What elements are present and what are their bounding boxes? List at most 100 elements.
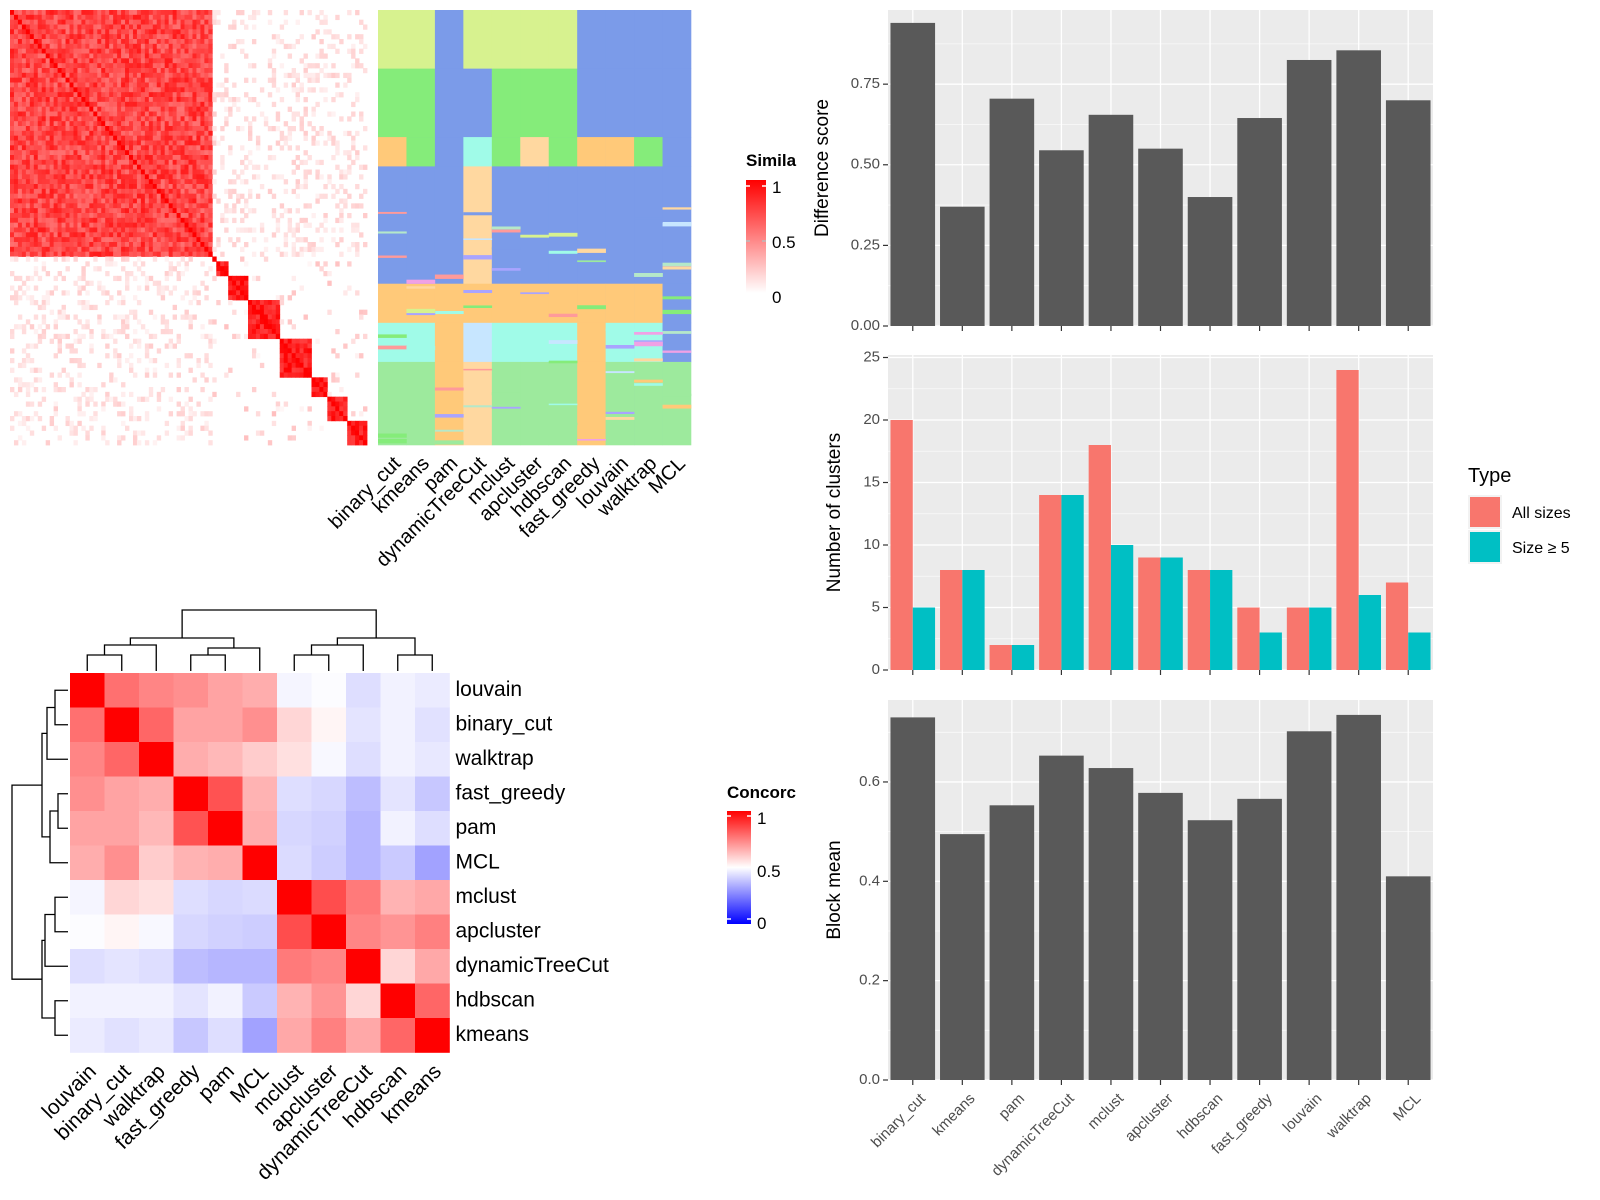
similarity-cell — [164, 275, 170, 282]
similarity-cell — [61, 251, 66, 257]
similarity-cell — [21, 382, 27, 388]
partition-stripe — [577, 438, 606, 441]
similarity-cell — [224, 188, 229, 195]
similarity-cell — [363, 309, 368, 315]
similarity-cell — [109, 58, 114, 64]
similarity-cell — [164, 188, 170, 195]
similarity-cell — [33, 68, 39, 74]
similarity-cell — [97, 87, 102, 93]
similarity-cell — [81, 106, 86, 112]
similarity-cell — [29, 10, 35, 16]
similarity-cell — [192, 63, 197, 69]
similarity-cell — [101, 150, 106, 156]
similarity-cell — [168, 242, 174, 248]
similarity-cell — [335, 396, 340, 402]
similarity-cell — [113, 116, 118, 122]
similarity-cell — [117, 188, 122, 195]
similarity-cell — [45, 39, 51, 45]
similarity-cell — [45, 111, 51, 117]
partition-cell — [434, 361, 464, 446]
similarity-cell — [228, 237, 233, 243]
similarity-cell — [172, 97, 177, 103]
similarity-cell — [41, 43, 47, 50]
concordance-cell — [208, 880, 243, 915]
similarity-cell — [101, 92, 106, 98]
similarity-cell — [140, 130, 146, 137]
similarity-cell — [45, 130, 51, 137]
similarity-cell — [303, 348, 308, 354]
similarity-cell — [204, 77, 209, 83]
similarity-cell — [251, 227, 257, 233]
similarity-cell — [192, 140, 197, 146]
similarity-cell — [331, 72, 336, 79]
similarity-cell — [311, 242, 316, 248]
similarity-cell — [208, 319, 213, 325]
similarity-cell — [291, 362, 296, 369]
similarity-cell — [45, 227, 51, 233]
similarity-cell — [10, 43, 15, 50]
similarity-cell — [331, 377, 336, 383]
similarity-cell — [271, 174, 277, 180]
similarity-cell — [355, 184, 360, 190]
similarity-cell — [10, 367, 15, 373]
similarity-cell — [57, 92, 62, 98]
similarity-cell — [204, 39, 209, 45]
similarity-cell — [339, 387, 344, 393]
similarity-cell — [49, 72, 55, 79]
similarity-cell — [89, 343, 94, 349]
similarity-cell — [49, 188, 55, 195]
similarity-cell — [244, 227, 249, 233]
similarity-cell — [283, 208, 289, 214]
similarity-cell — [255, 411, 261, 417]
similarity-cell — [53, 121, 58, 127]
similarity-cell — [335, 416, 340, 422]
similarity-cell — [13, 411, 19, 417]
similarity-cell — [125, 155, 130, 161]
similarity-cell — [121, 184, 126, 190]
bar — [940, 206, 985, 326]
similarity-cell — [363, 440, 368, 446]
similarity-cell — [49, 111, 55, 117]
similarity-cell — [148, 53, 154, 59]
similarity-cell — [343, 188, 348, 195]
similarity-cell — [136, 19, 142, 25]
similarity-cell — [176, 82, 181, 88]
similarity-cell — [351, 227, 356, 233]
similarity-cell — [136, 97, 142, 103]
similarity-cell — [37, 416, 43, 422]
similarity-cell — [244, 164, 249, 170]
similarity-cell — [140, 135, 146, 141]
similarity-cell — [299, 348, 304, 354]
similarity-cell — [41, 295, 47, 301]
similarity-cell — [61, 217, 66, 224]
similarity-cell — [251, 300, 257, 306]
similarity-cell — [152, 72, 158, 79]
similarity-cell — [97, 106, 102, 112]
similarity-cell — [101, 193, 106, 199]
similarity-cell — [81, 362, 86, 369]
similarity-cell — [53, 222, 58, 228]
similarity-cell — [73, 24, 78, 30]
similarity-cell — [117, 39, 122, 45]
similarity-cell — [251, 353, 257, 359]
similarity-cell — [220, 251, 225, 257]
similarity-cell — [41, 217, 47, 224]
similarity-cell — [113, 377, 118, 383]
similarity-cell — [176, 68, 181, 74]
similarity-cell — [212, 391, 217, 398]
similarity-cell — [299, 159, 304, 166]
similarity-cell — [140, 101, 146, 108]
similarity-cell — [180, 246, 185, 253]
similarity-cell — [307, 358, 312, 364]
similarity-cell — [363, 188, 368, 195]
similarity-cell — [105, 300, 110, 306]
similarity-cell — [57, 237, 62, 243]
similarity-cell — [89, 246, 94, 253]
similarity-cell — [17, 217, 23, 224]
similarity-cell — [17, 39, 23, 45]
similarity-cell — [121, 266, 126, 272]
similarity-cell — [17, 145, 23, 151]
similarity-cell — [291, 232, 296, 238]
similarity-cell — [17, 242, 23, 248]
